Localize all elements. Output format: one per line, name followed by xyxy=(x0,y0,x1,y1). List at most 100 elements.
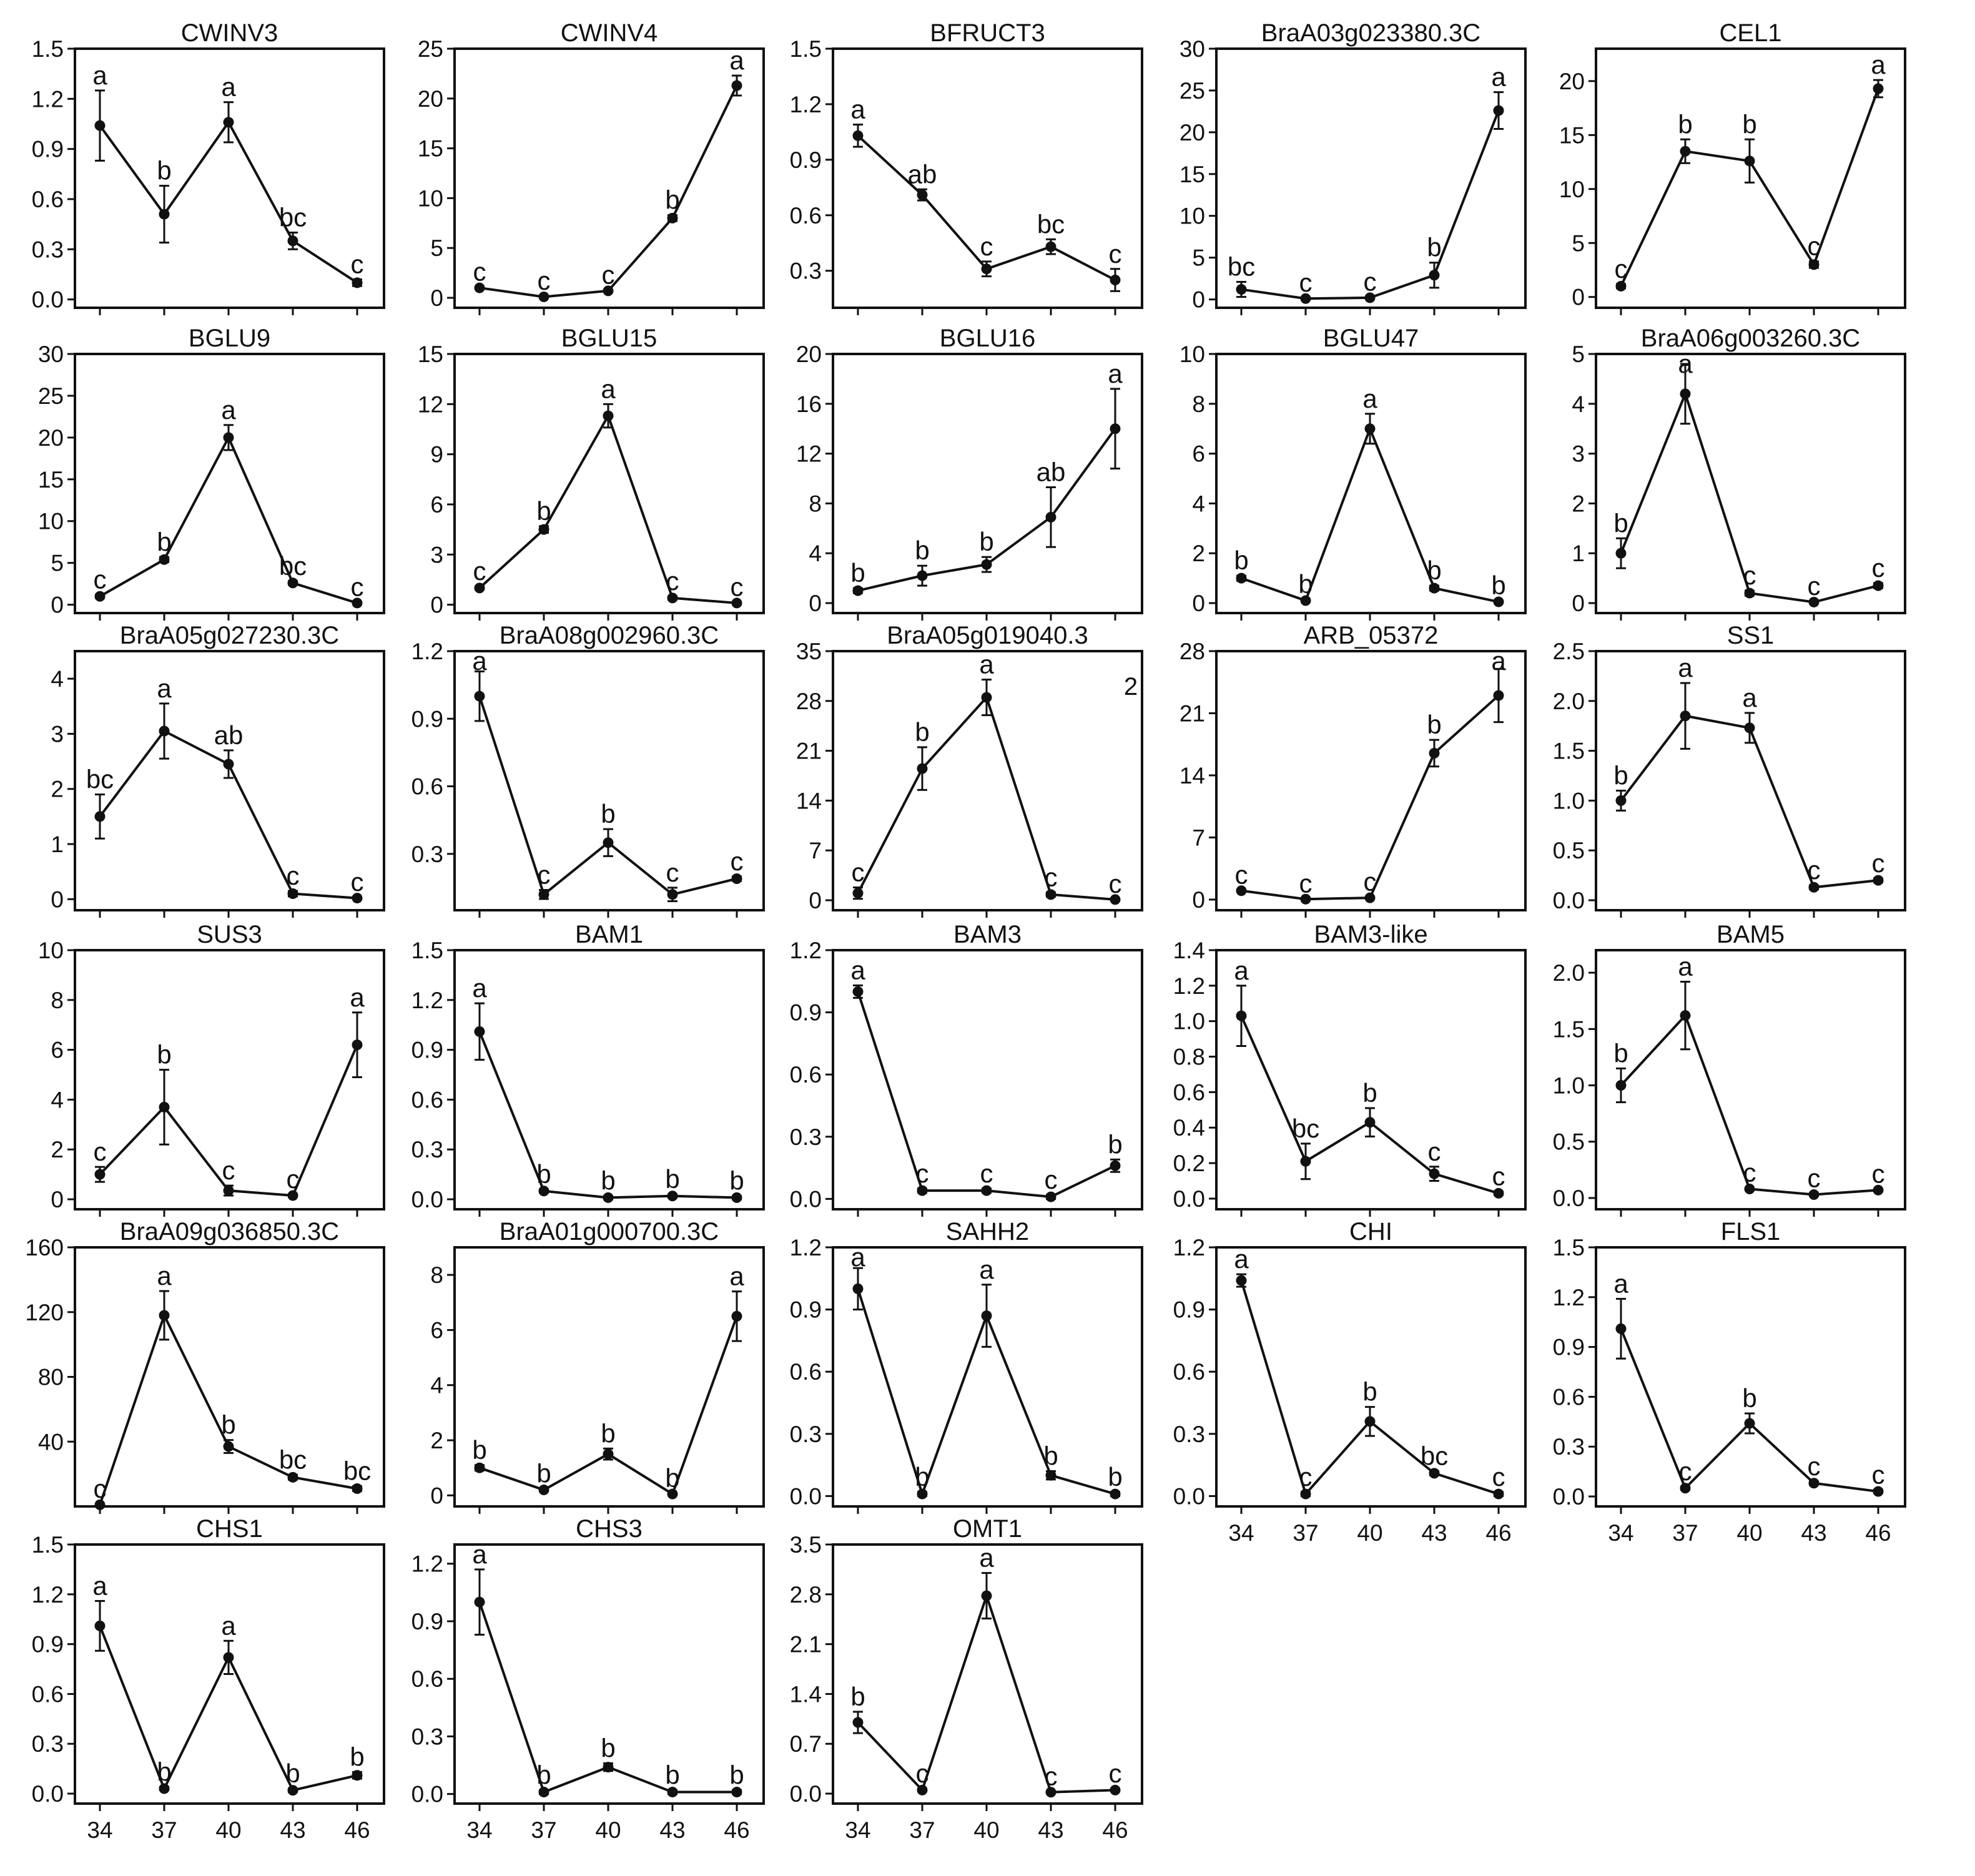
data-point xyxy=(917,1488,928,1500)
data-point xyxy=(474,690,485,702)
x-tick-label: 34 xyxy=(87,1817,112,1843)
data-point xyxy=(1236,885,1247,896)
data-point xyxy=(538,1485,549,1496)
data-point xyxy=(981,1185,992,1196)
significance-letter: c xyxy=(1045,1165,1058,1194)
data-point xyxy=(852,986,864,997)
significance-letter: c xyxy=(916,1759,929,1788)
data-point xyxy=(352,893,363,904)
significance-letter: bc xyxy=(1292,1114,1319,1143)
panel-title: BraA03g023380.3C xyxy=(1261,19,1480,47)
chart-panel-11: BraA05g027230.3C 0 1 2 3 4 bc a ab c c xyxy=(51,622,385,918)
x-tick-label: 43 xyxy=(1421,1520,1447,1546)
significance-letter: a xyxy=(1491,646,1506,675)
significance-letter: c xyxy=(1109,239,1122,268)
y-tick-label: 2 xyxy=(51,777,64,802)
significance-letter: a xyxy=(979,650,994,679)
panel-title: CHI xyxy=(1349,1218,1392,1245)
y-tick-label: 7 xyxy=(809,838,822,863)
y-tick-label: 14 xyxy=(1180,763,1205,788)
data-point xyxy=(223,432,234,443)
series-line xyxy=(857,695,1116,901)
data-point xyxy=(731,1310,742,1322)
y-tick-label: 4 xyxy=(51,1087,64,1112)
significance-letter: b xyxy=(1491,571,1505,600)
chart-panel-22: BraA01g000700.3C 0 2 4 6 8 b b b b a xyxy=(430,1218,765,1514)
chart-panel-25: FLS1 0.0 0.3 0.6 0.9 1.2 1.5 34 37 40 43 46 a c b c c xyxy=(1553,1218,1906,1546)
significance-letter: b xyxy=(1427,233,1441,262)
significance-letter: b xyxy=(601,1166,615,1196)
data-point xyxy=(1045,511,1056,523)
y-tick-label: 0.8 xyxy=(1173,1044,1205,1070)
significance-letter: bc xyxy=(279,1445,307,1474)
chart-panel-14: ARB_05372 0 7 14 21 28 c c c b a xyxy=(1180,622,1527,918)
panel-title: BGLU47 xyxy=(1323,325,1419,352)
x-tick-label: 43 xyxy=(1801,1520,1826,1546)
significance-letter: bc xyxy=(1037,209,1065,238)
data-point xyxy=(352,1770,363,1781)
y-tick-label: 6 xyxy=(1192,441,1205,467)
significance-letter: b xyxy=(157,156,171,185)
significance-letter: c xyxy=(1364,867,1377,896)
x-tick-label: 34 xyxy=(1608,1520,1633,1546)
significance-letter: c xyxy=(351,249,364,278)
panel-title: CHS3 xyxy=(576,1515,643,1543)
chart-panel-26: CHS1 0.0 0.3 0.6 0.9 1.2 1.5 34 37 40 43 46 a b a b b xyxy=(32,1515,385,1843)
significance-letter: a xyxy=(850,95,865,124)
y-tick-label: 0.6 xyxy=(1173,1079,1205,1105)
panel-title: BGLU16 xyxy=(940,325,1035,352)
significance-letter: a xyxy=(729,1262,744,1291)
x-tick-label: 40 xyxy=(595,1817,621,1843)
data-point xyxy=(474,1026,485,1037)
significance-letter: b xyxy=(1298,569,1313,599)
significance-letter: b xyxy=(665,185,679,215)
significance-letter: b xyxy=(350,1742,364,1771)
x-tick-label: 37 xyxy=(909,1817,935,1843)
y-tick-label: 1.2 xyxy=(411,988,443,1013)
panel-title: CHS1 xyxy=(196,1515,263,1543)
data-point xyxy=(1429,1468,1440,1479)
y-tick-label: 1.2 xyxy=(32,1582,64,1608)
y-tick-label: 1.5 xyxy=(1553,1235,1585,1260)
data-point xyxy=(1808,882,1820,893)
significance-letter: c xyxy=(1045,1762,1058,1791)
data-point xyxy=(1110,894,1121,905)
y-tick-label: 21 xyxy=(796,739,822,764)
data-point xyxy=(159,1310,170,1321)
data-point xyxy=(1873,1184,1884,1196)
data-point xyxy=(1300,893,1311,905)
y-tick-label: 2 xyxy=(51,1137,64,1162)
y-tick-label: 0.3 xyxy=(32,237,64,262)
significance-letter: b xyxy=(157,1757,171,1786)
y-tick-label: 0.4 xyxy=(1173,1115,1205,1141)
y-tick-label: 0 xyxy=(1572,591,1585,616)
y-tick-label: 10 xyxy=(418,185,443,211)
y-tick-label: 1.2 xyxy=(1553,1285,1585,1310)
y-tick-label: 1.2 xyxy=(1173,1235,1205,1260)
significance-letter: c xyxy=(538,266,551,295)
chart-panel-15: SS1 0.0 0.5 1.0 1.5 2.0 2.5 b a a c c xyxy=(1553,622,1906,918)
significance-letter: b xyxy=(915,1462,929,1491)
data-point xyxy=(1110,423,1121,435)
data-point xyxy=(731,80,742,91)
data-point xyxy=(981,692,992,703)
y-tick-label: 5 xyxy=(1192,245,1205,271)
x-tick-label: 37 xyxy=(1672,1520,1698,1546)
data-point xyxy=(94,1620,106,1631)
significance-letter: b xyxy=(157,1040,171,1069)
series-line xyxy=(479,1315,738,1496)
data-point xyxy=(1429,582,1440,594)
plot-frame xyxy=(832,353,1143,614)
plot-frame xyxy=(74,353,385,614)
significance-letter: c xyxy=(1808,232,1821,261)
significance-letter: b xyxy=(850,1682,865,1711)
y-tick-label: 30 xyxy=(1180,36,1205,62)
y-tick-label: 1.5 xyxy=(32,1532,64,1558)
x-tick-label: 40 xyxy=(973,1817,999,1843)
y-tick-label: 1.5 xyxy=(32,36,64,62)
panel-title: BGLU15 xyxy=(561,325,657,352)
y-tick-label: 2.5 xyxy=(1553,639,1585,664)
significance-letter: b xyxy=(1613,760,1628,790)
significance-letter: b xyxy=(665,1164,679,1194)
x-tick-label: 43 xyxy=(659,1817,685,1843)
